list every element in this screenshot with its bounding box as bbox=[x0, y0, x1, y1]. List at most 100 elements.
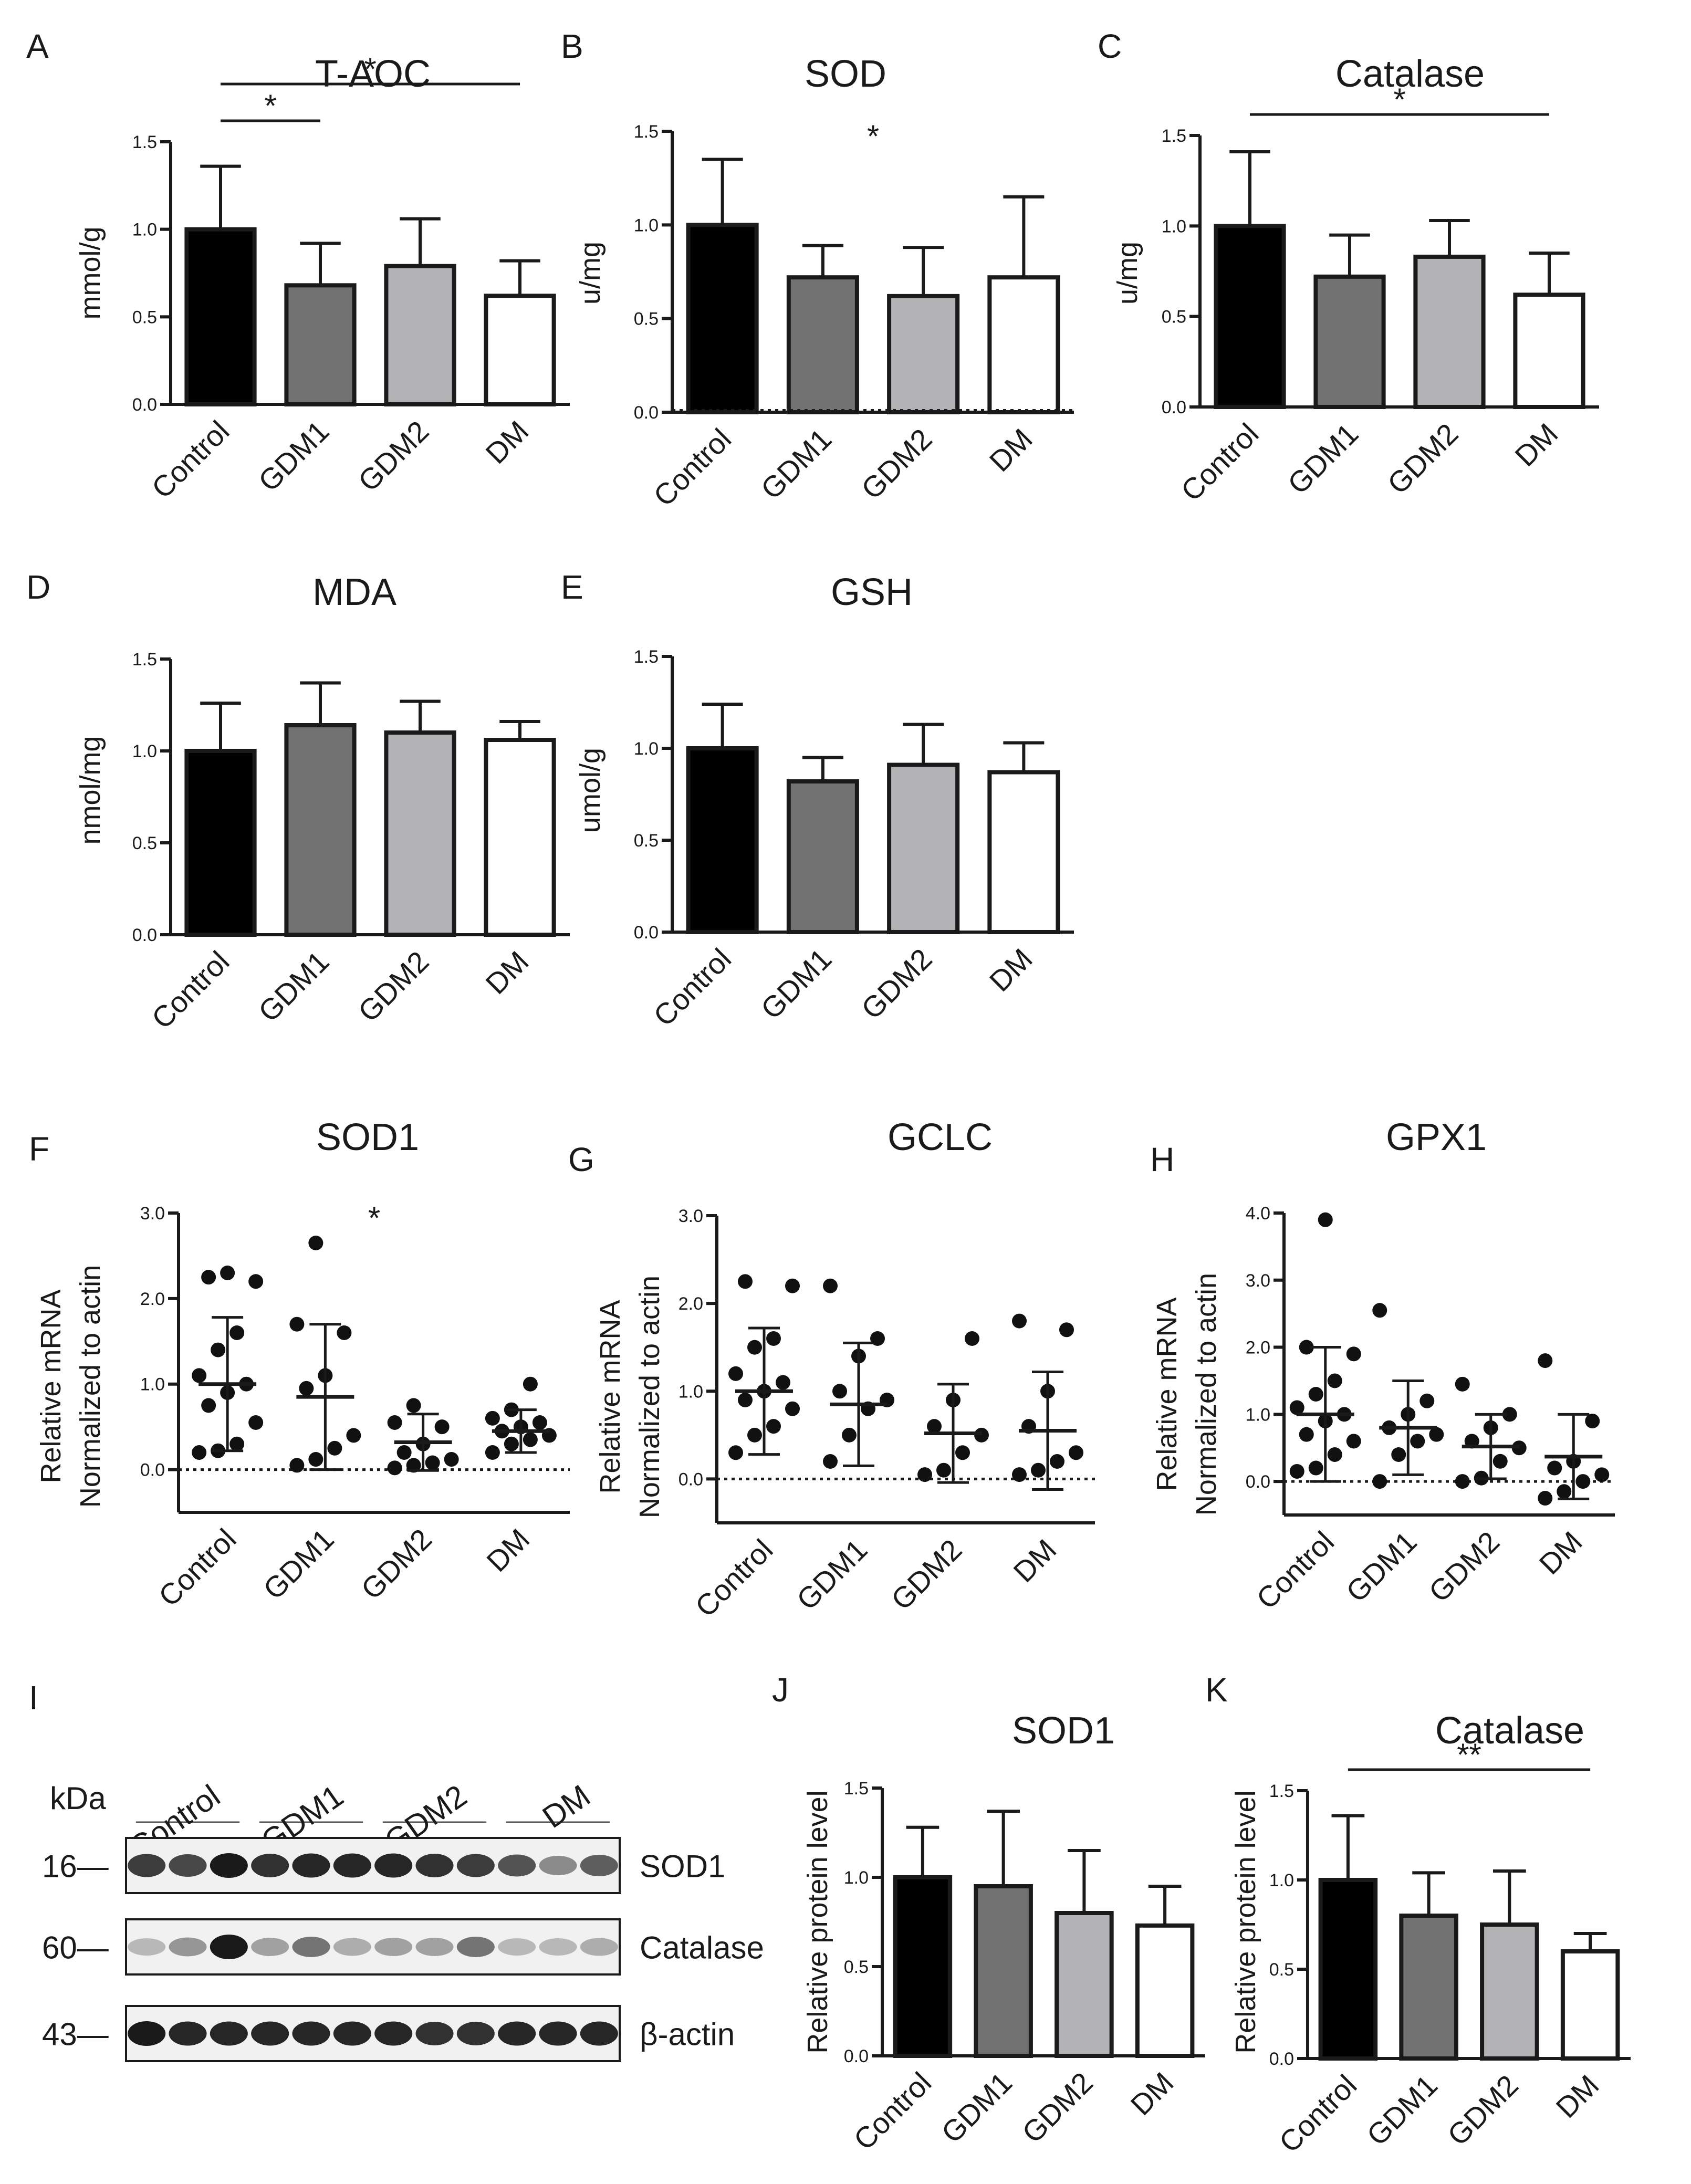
x-tick-label: GDM1 bbox=[790, 1533, 874, 1616]
chart-title: Catalase bbox=[1435, 1710, 1584, 1752]
data-point bbox=[1455, 1474, 1470, 1489]
data-point bbox=[220, 1266, 235, 1280]
y-tick-label: 1.0 bbox=[132, 741, 157, 761]
blot-row-label: β-actin bbox=[640, 2017, 735, 2052]
bar bbox=[284, 723, 357, 937]
panel-label: F bbox=[29, 1130, 49, 1168]
data-point bbox=[832, 1384, 847, 1399]
x-tick-label: GDM2 bbox=[1016, 2066, 1099, 2149]
y-tick-label: 4.0 bbox=[1246, 1204, 1270, 1224]
blot-band bbox=[169, 2021, 207, 2046]
blot-row-label: SOD1 bbox=[640, 1849, 725, 1884]
y-tick-label: 1.0 bbox=[1269, 1870, 1294, 1890]
significance-mark: * bbox=[264, 88, 276, 123]
data-point bbox=[1547, 1460, 1562, 1476]
data-point bbox=[1492, 1454, 1508, 1469]
panel-label: G bbox=[568, 1141, 594, 1178]
blot-band bbox=[539, 1938, 577, 1956]
bar bbox=[1214, 224, 1286, 409]
data-point bbox=[766, 1331, 781, 1346]
y-tick-label: 0.0 bbox=[1162, 398, 1186, 417]
y-tick-label: 1.0 bbox=[140, 1375, 165, 1395]
y-tick-label: 3.0 bbox=[140, 1204, 165, 1224]
data-point bbox=[1410, 1434, 1425, 1449]
y-tick-label: 1.5 bbox=[844, 1779, 869, 1799]
panel-label: C bbox=[1098, 27, 1122, 65]
y-tick-label: 0.5 bbox=[634, 309, 659, 329]
data-point bbox=[1455, 1376, 1470, 1392]
x-tick-label: Control bbox=[1174, 417, 1265, 507]
bar bbox=[686, 746, 759, 934]
kda-marker: 43— bbox=[42, 2017, 109, 2052]
y-tick-label: 1.5 bbox=[132, 132, 157, 152]
y-tick-label: 0.5 bbox=[132, 307, 157, 327]
x-tick-label: Control bbox=[152, 1522, 242, 1613]
data-point bbox=[1308, 1460, 1323, 1476]
data-point bbox=[842, 1427, 857, 1443]
chart-panel-j: J SOD1 0.0 0.5 1.0 1.5 Relative protein level C… bbox=[772, 1671, 1205, 2156]
x-tick-label: Control bbox=[1272, 2068, 1363, 2159]
x-tick-label: GDM2 bbox=[1441, 2068, 1525, 2152]
x-tick-label: Control bbox=[1250, 1525, 1340, 1615]
bar bbox=[786, 275, 859, 414]
y-tick-label: 1.5 bbox=[634, 647, 659, 667]
x-tick-label: Control bbox=[145, 945, 235, 1035]
data-point bbox=[1327, 1373, 1342, 1388]
data-point bbox=[248, 1274, 264, 1289]
y-axis-label: Relative mRNA bbox=[35, 1289, 67, 1483]
chart-title: SOD1 bbox=[1012, 1710, 1115, 1752]
x-tick-label: GDM2 bbox=[855, 942, 938, 1026]
y-tick-label: 0.5 bbox=[634, 831, 659, 851]
data-point bbox=[927, 1419, 942, 1434]
x-tick-label: DM bbox=[1124, 2066, 1179, 2122]
y-tick-label: 0.0 bbox=[679, 1469, 703, 1489]
data-point bbox=[1502, 1407, 1517, 1422]
data-point bbox=[728, 1445, 743, 1460]
blot-band bbox=[498, 1854, 536, 1877]
panel-label: E bbox=[561, 568, 583, 606]
chart-panel-g: G GCLC 0.0 1.0 2.0 3.0 Relative mRNA Normalized… bbox=[568, 1116, 1095, 1623]
data-point bbox=[747, 1427, 762, 1443]
x-tick-label: Control bbox=[688, 1533, 779, 1623]
chart-panel-b: B SOD 0.0 0.5 1.0 1.5 u/mg Control GDM1 GDM2 DM * bbox=[561, 27, 1074, 513]
data-point bbox=[823, 1454, 838, 1469]
kda-marker: 60— bbox=[42, 1930, 109, 1966]
significance-mark: * bbox=[368, 1200, 380, 1236]
blot-band bbox=[333, 1938, 371, 1956]
blot-band bbox=[374, 2021, 413, 2046]
y-tick-label: 1.5 bbox=[634, 122, 659, 142]
blot-band bbox=[374, 1853, 413, 1878]
panel-label: A bbox=[26, 27, 49, 65]
data-point bbox=[1318, 1212, 1333, 1227]
x-tick-label: Control bbox=[847, 2066, 937, 2156]
data-point bbox=[1289, 1464, 1304, 1479]
significance-mark: * bbox=[364, 51, 376, 87]
x-tick-label: GDM2 bbox=[354, 1522, 438, 1606]
data-point bbox=[289, 1316, 305, 1332]
blot-band bbox=[251, 1854, 289, 1877]
data-point bbox=[434, 1419, 450, 1435]
x-tick-label: GDM1 bbox=[1360, 2068, 1444, 2152]
x-tick-label: GDM2 bbox=[1381, 417, 1465, 500]
x-tick-label: GDM1 bbox=[257, 1522, 340, 1606]
blot-strip bbox=[125, 1837, 621, 1894]
data-point bbox=[738, 1274, 753, 1289]
x-tick-label: DM bbox=[479, 414, 535, 470]
blot-band bbox=[169, 1854, 207, 1877]
blot-band bbox=[292, 2021, 330, 2046]
blot-band bbox=[580, 1855, 618, 1876]
bar bbox=[184, 227, 257, 406]
y-axis-label: Relative mRNA bbox=[594, 1300, 626, 1493]
x-tick-label: DM bbox=[480, 1522, 536, 1578]
data-point bbox=[1585, 1414, 1600, 1429]
data-point bbox=[785, 1278, 800, 1293]
x-tick-label: GDM1 bbox=[754, 422, 838, 506]
x-tick-label: DM bbox=[1549, 2068, 1605, 2124]
blot-band bbox=[251, 2021, 289, 2046]
y-tick-label: 1.5 bbox=[1269, 1781, 1294, 1801]
y-tick-label: 1.0 bbox=[679, 1382, 703, 1402]
y-tick-label: 1.5 bbox=[1162, 126, 1186, 146]
y-axis-label: Relative mRNA bbox=[1151, 1297, 1183, 1491]
y-tick-label: 0.5 bbox=[1269, 1960, 1294, 1980]
